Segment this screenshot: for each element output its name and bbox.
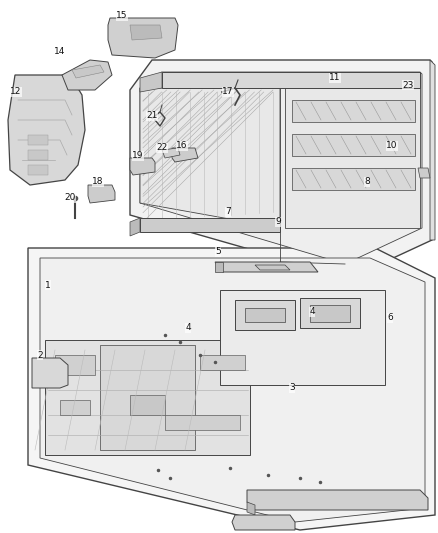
Polygon shape: [130, 60, 432, 278]
Polygon shape: [418, 168, 430, 178]
Text: 10: 10: [386, 141, 398, 150]
Polygon shape: [172, 148, 198, 162]
Polygon shape: [140, 88, 280, 228]
Polygon shape: [108, 18, 178, 58]
Polygon shape: [140, 72, 162, 92]
Text: 5: 5: [215, 247, 221, 256]
Polygon shape: [292, 100, 415, 122]
Polygon shape: [255, 265, 290, 270]
Polygon shape: [28, 150, 48, 160]
Polygon shape: [300, 298, 360, 328]
Polygon shape: [162, 72, 420, 88]
Polygon shape: [232, 515, 295, 530]
Polygon shape: [292, 168, 415, 190]
Polygon shape: [247, 502, 255, 515]
Polygon shape: [88, 185, 115, 203]
Polygon shape: [72, 65, 104, 78]
Polygon shape: [140, 72, 422, 264]
Polygon shape: [130, 395, 165, 415]
Polygon shape: [100, 345, 195, 450]
Polygon shape: [162, 148, 180, 158]
Text: 17: 17: [222, 87, 234, 96]
Text: 18: 18: [92, 177, 104, 187]
Polygon shape: [235, 300, 295, 330]
Text: 11: 11: [329, 74, 341, 83]
Text: 22: 22: [156, 143, 168, 152]
Polygon shape: [130, 158, 155, 175]
Text: 8: 8: [364, 177, 370, 187]
Polygon shape: [215, 262, 318, 272]
Text: 6: 6: [387, 313, 393, 322]
Polygon shape: [430, 60, 435, 240]
Polygon shape: [292, 134, 415, 156]
Polygon shape: [165, 415, 240, 430]
Text: 4: 4: [185, 324, 191, 333]
Text: 12: 12: [11, 87, 22, 96]
Polygon shape: [140, 218, 280, 232]
Polygon shape: [32, 358, 68, 388]
Text: 7: 7: [225, 207, 231, 216]
Polygon shape: [28, 248, 435, 530]
Polygon shape: [45, 340, 250, 455]
Polygon shape: [285, 88, 420, 228]
Text: 1: 1: [45, 280, 51, 289]
Text: 16: 16: [176, 141, 188, 150]
Text: 9: 9: [275, 217, 281, 227]
Polygon shape: [28, 165, 48, 175]
Polygon shape: [62, 60, 112, 90]
Text: 4: 4: [309, 308, 315, 317]
Polygon shape: [55, 355, 95, 375]
Polygon shape: [130, 25, 162, 40]
Text: 3: 3: [289, 384, 295, 392]
Polygon shape: [310, 305, 350, 322]
Text: 14: 14: [54, 47, 66, 56]
Polygon shape: [28, 135, 48, 145]
Polygon shape: [130, 218, 140, 236]
Text: 20: 20: [64, 193, 76, 203]
Text: 2: 2: [37, 351, 43, 359]
Polygon shape: [245, 308, 285, 322]
Polygon shape: [40, 258, 425, 522]
Text: 19: 19: [132, 151, 144, 160]
Text: 23: 23: [403, 80, 413, 90]
Text: 21: 21: [146, 111, 158, 120]
Polygon shape: [247, 490, 428, 510]
Polygon shape: [8, 75, 85, 185]
Text: 15: 15: [116, 12, 128, 20]
Polygon shape: [220, 290, 385, 385]
Polygon shape: [215, 262, 223, 272]
Polygon shape: [60, 400, 90, 415]
Polygon shape: [200, 355, 245, 370]
